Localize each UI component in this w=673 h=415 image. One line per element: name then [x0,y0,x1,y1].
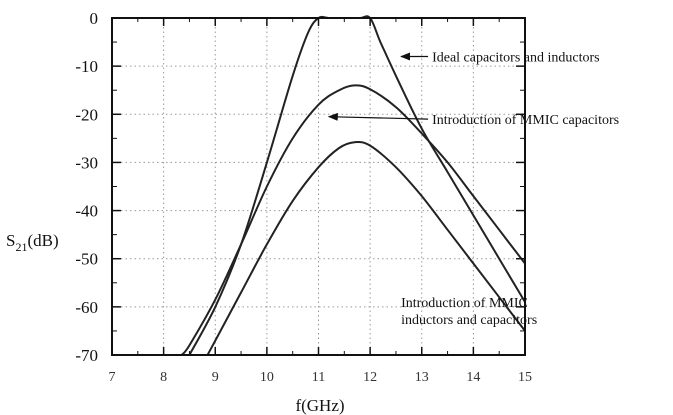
y-tick-label: -60 [75,298,98,317]
x-tick-label: 13 [415,370,429,385]
y-axis-label: S21(dB) [6,231,59,254]
y-axis-label-rest: (dB) [27,231,58,250]
y-tick-label: -70 [75,346,98,365]
x-tick-label: 14 [466,370,480,385]
x-tick-label: 7 [109,370,116,385]
y-tick-label: -50 [75,250,98,269]
annotations: Ideal capacitors and inductors Introducti… [327,51,619,328]
annotation-arrow-2 [327,112,429,121]
x-tick-label: 15 [518,370,532,385]
x-tick-label: 12 [363,370,377,385]
ticks [111,17,526,356]
series-line-3 [206,140,526,356]
y-tick-label: -20 [75,105,98,124]
annotation-label-2: Introduction of MMIC capacitors [432,113,619,128]
tick-labels: 7 8 9 10 11 12 13 14 15 0 -10 -20 -30 -40 -50 -60 -70 [75,9,532,385]
x-tick-label: 8 [160,370,167,385]
annotation-label-3: Introduction of MMIC [401,296,528,311]
x-tick-label: 10 [260,370,274,385]
y-tick-label: 0 [90,9,99,28]
x-axis-label: f(GHz) [295,396,344,415]
grid [112,18,525,355]
annotation-label-3-line2: inductors and capacitors [401,313,537,328]
y-axis-label-main: S [6,231,15,250]
y-axis-label-sub: 21 [15,240,27,254]
y-tick-label: -40 [75,202,98,221]
x-tick-label: 9 [212,370,219,385]
y-tick-label: -30 [75,153,98,172]
series-line-2 [180,84,526,356]
annotation-label-1: Ideal capacitors and inductors [432,51,600,66]
x-tick-label: 11 [312,370,325,385]
y-tick-label: -10 [75,57,98,76]
